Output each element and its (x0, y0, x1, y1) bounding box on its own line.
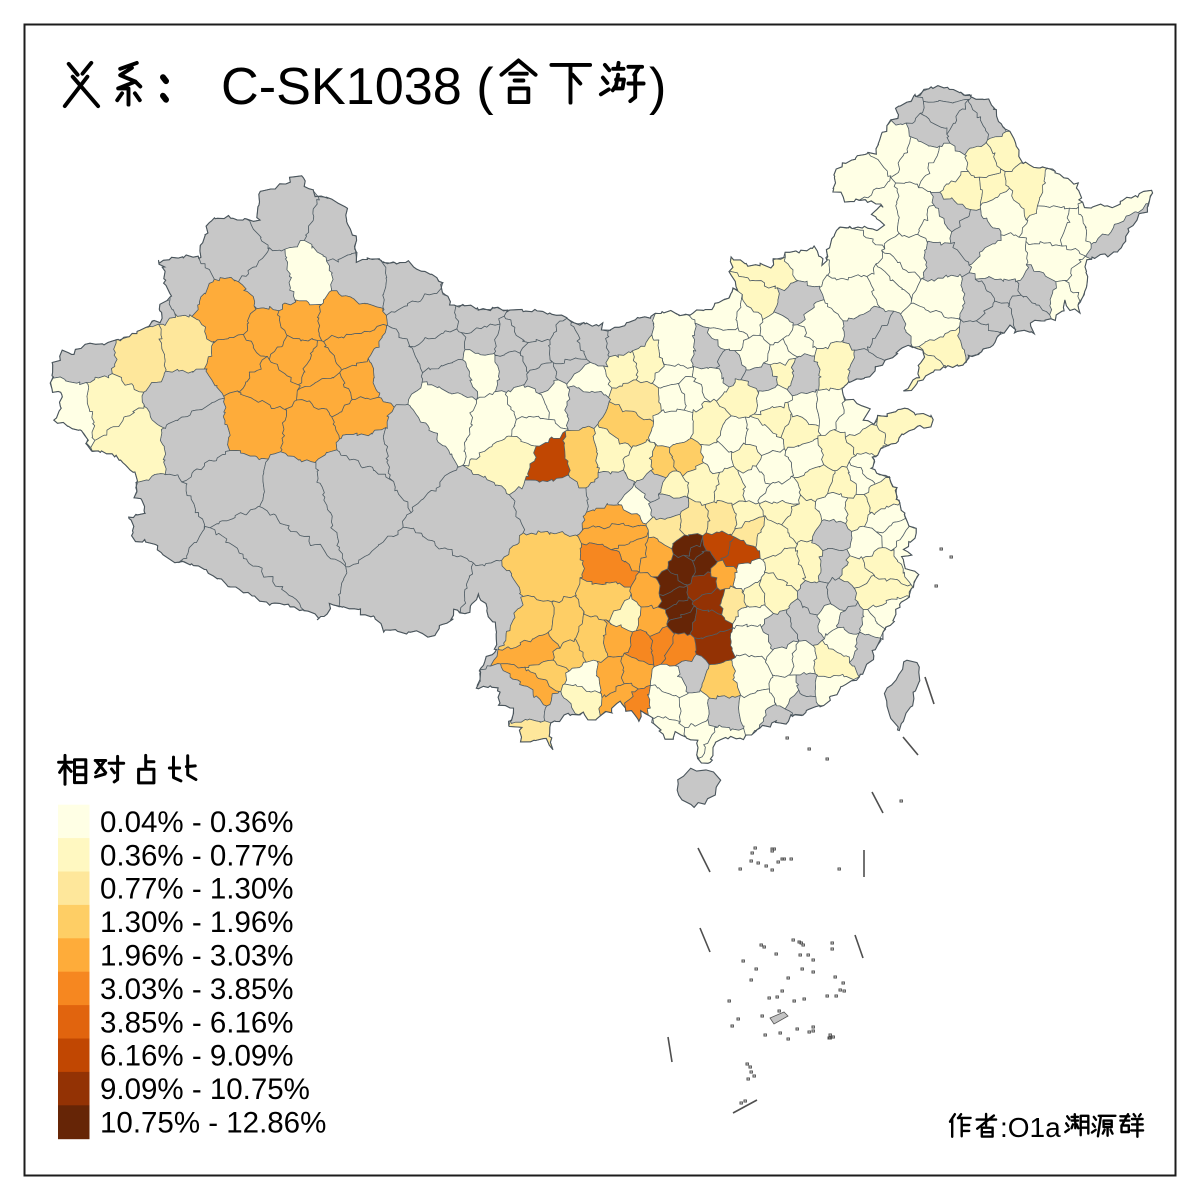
svg-text::O1a: :O1a (1000, 1112, 1061, 1143)
svg-text:): ) (649, 58, 666, 116)
svg-text:1.96% - 3.03%: 1.96% - 3.03% (100, 940, 294, 973)
svg-text:6.16% - 9.09%: 6.16% - 9.09% (100, 1040, 294, 1073)
svg-text:0.04% - 0.36%: 0.04% - 0.36% (100, 806, 294, 839)
svg-text:0.77% - 1.30%: 0.77% - 1.30% (100, 873, 294, 906)
svg-text:C-SK1038 (: C-SK1038 ( (221, 58, 494, 116)
svg-text:3.85% - 6.16%: 3.85% - 6.16% (100, 1006, 294, 1039)
svg-text:10.75% - 12.86%: 10.75% - 12.86% (100, 1107, 326, 1140)
svg-text:0.36% - 0.77%: 0.36% - 0.77% (100, 839, 294, 872)
svg-text:3.03% - 3.85%: 3.03% - 3.85% (100, 973, 294, 1006)
svg-text:9.09% - 10.75%: 9.09% - 10.75% (100, 1073, 310, 1106)
svg-text:1.30% - 1.96%: 1.30% - 1.96% (100, 906, 294, 939)
